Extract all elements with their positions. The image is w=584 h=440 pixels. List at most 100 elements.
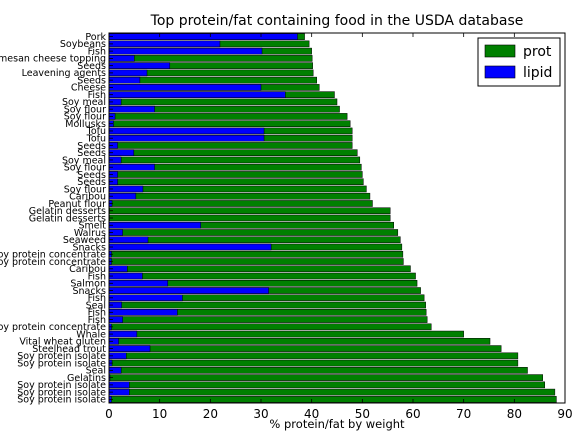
bar-prot-47 [108,374,543,381]
legend: prot lipid [477,37,561,87]
y-tick-label-33: Fish [88,271,106,282]
bar-prot-20 [108,178,364,186]
bar-prot-43 [108,345,502,352]
y-tick-label-27: Walrus [74,228,106,239]
bar-prot-44 [108,352,519,360]
y-tick-label-21: Soy flour [64,184,106,195]
bar-lipid-43 [108,345,151,352]
x-tick-label-5: 50 [355,407,370,421]
chart-title: Top protein/fat containing food in the U… [150,13,524,29]
bar-prot-37 [108,301,426,309]
bar-prot-9 [108,98,338,106]
x-tick-label-4: 40 [304,407,319,421]
bar-prot-45 [108,359,519,367]
x-axis-label: % protein/fat by weight [269,417,405,431]
bar-prot-41 [108,330,464,338]
bar-prot-21 [108,185,367,193]
bar-lipid-8 [108,91,286,98]
y-tick-label-47: Gelatins [67,373,106,384]
bar-prot-42 [108,338,491,345]
x-axis: 0 10 20 30 40 50 60 70 80 90 [105,33,573,421]
y-tick-label-12: Mollusks [65,119,106,130]
bar-lipid-6 [108,76,141,84]
bar-lipid-5 [108,69,148,77]
bar-lipid-1 [108,40,221,48]
y-tick-label-39: Fish [88,315,106,326]
bar-prot-15 [108,142,353,149]
bar-lipid-29 [108,243,272,251]
bar-lipid-41 [108,330,138,338]
bar-prot-16 [108,149,358,157]
bar-prot-33 [108,272,416,280]
bar-prot-30 [108,250,404,258]
legend-swatch-lipid [484,65,516,79]
legend-label-prot: prot [523,44,552,60]
y-tick-label-17: Soy meal [62,155,106,166]
y-tick-label-1: Soybeans [60,39,106,50]
y-tick-label-13: Tofu [86,126,106,137]
y-axis: PorkSoybeansFishParmesan cheese toppingS… [0,32,113,406]
legend-swatch-prot [484,44,516,58]
bar-lipid-7 [108,84,262,91]
y-tick-label-34: Salmon [70,279,106,290]
bar-lipid-26 [108,221,201,229]
bar-lipid-10 [108,105,155,113]
y-tick-label-16: Seeds [77,148,106,159]
y-tick-label-20: Seeds [77,177,106,188]
y-tick-label-31: Soy protein concentrate [0,257,106,268]
bar-lipid-18 [108,163,155,171]
x-tick-label-6: 60 [405,407,420,421]
y-tick-label-14: Tofu [86,133,106,144]
y-tick-label-10: Soy flour [64,104,106,115]
y-tick-label-5: Leavening agents [22,68,106,79]
bar-prot-46 [108,367,528,374]
y-tick-label-18: Soy flour [64,163,106,174]
x-tick-label-7: 70 [456,407,471,421]
bar-prot-3 [108,55,313,62]
bar-lipid-21 [108,185,144,193]
y-tick-label-49: Soy protein isolate [17,387,106,398]
bar-prot-24 [108,207,391,215]
bar-lipid-4 [108,62,171,69]
y-tick-label-36: Fish [88,293,106,304]
bar-prot-23 [108,200,373,207]
x-tick-label-3: 30 [253,407,268,421]
y-tick-label-2: Fish [88,46,106,57]
y-tick-label-4: Seeds [77,61,106,72]
bar-lipid-35 [108,287,269,294]
y-tick-label-30: Soy protein concentrate [0,250,106,261]
y-tick-label-44: Soy protein isolate [17,351,106,362]
y-tick-label-29: Snacks [72,242,106,253]
bar-prot-6 [108,76,317,84]
bar-prot-40 [108,323,432,331]
y-tick-label-43: Steelhead trout [32,344,106,355]
bar-prot-39 [108,316,428,323]
y-tick-label-45: Soy protein isolate [17,358,106,369]
y-tick-label-0: Pork [85,32,106,43]
y-tick-label-28: Seaweed [63,235,106,246]
y-tick-label-11: Soy flour [64,112,106,123]
bar-prot-11 [108,113,348,120]
y-tick-label-37: Seal [86,300,106,311]
y-tick-label-25: Gelatin desserts [29,213,106,224]
bar-lipid-38 [108,309,178,316]
y-tick-label-19: Seeds [77,170,106,181]
y-tick-label-40: Soy protein concentrate [0,322,106,333]
y-tick-label-46: Seal [86,366,106,377]
y-tick-label-24: Gelatin desserts [29,206,106,217]
bar-prot-32 [108,265,411,273]
x-tick-label-9: 90 [557,407,572,421]
y-tick-label-23: Peanut flour [48,199,106,210]
bar-prot-28 [108,236,401,244]
x-tick-label-8: 80 [507,407,522,421]
y-tick-label-48: Soy protein isolate [17,380,106,391]
bar-prot-17 [108,156,361,164]
bar-lipid-28 [108,236,149,244]
legend-label-lipid: lipid [523,65,552,81]
y-tick-label-41: Whale [76,329,106,340]
x-tick-label-2: 20 [203,407,218,421]
x-tick-label-0: 0 [105,407,113,421]
bar-lipid-33 [108,272,143,280]
bar-prot-19 [108,171,363,178]
y-tick-label-3: Parmesan cheese topping [0,54,106,65]
